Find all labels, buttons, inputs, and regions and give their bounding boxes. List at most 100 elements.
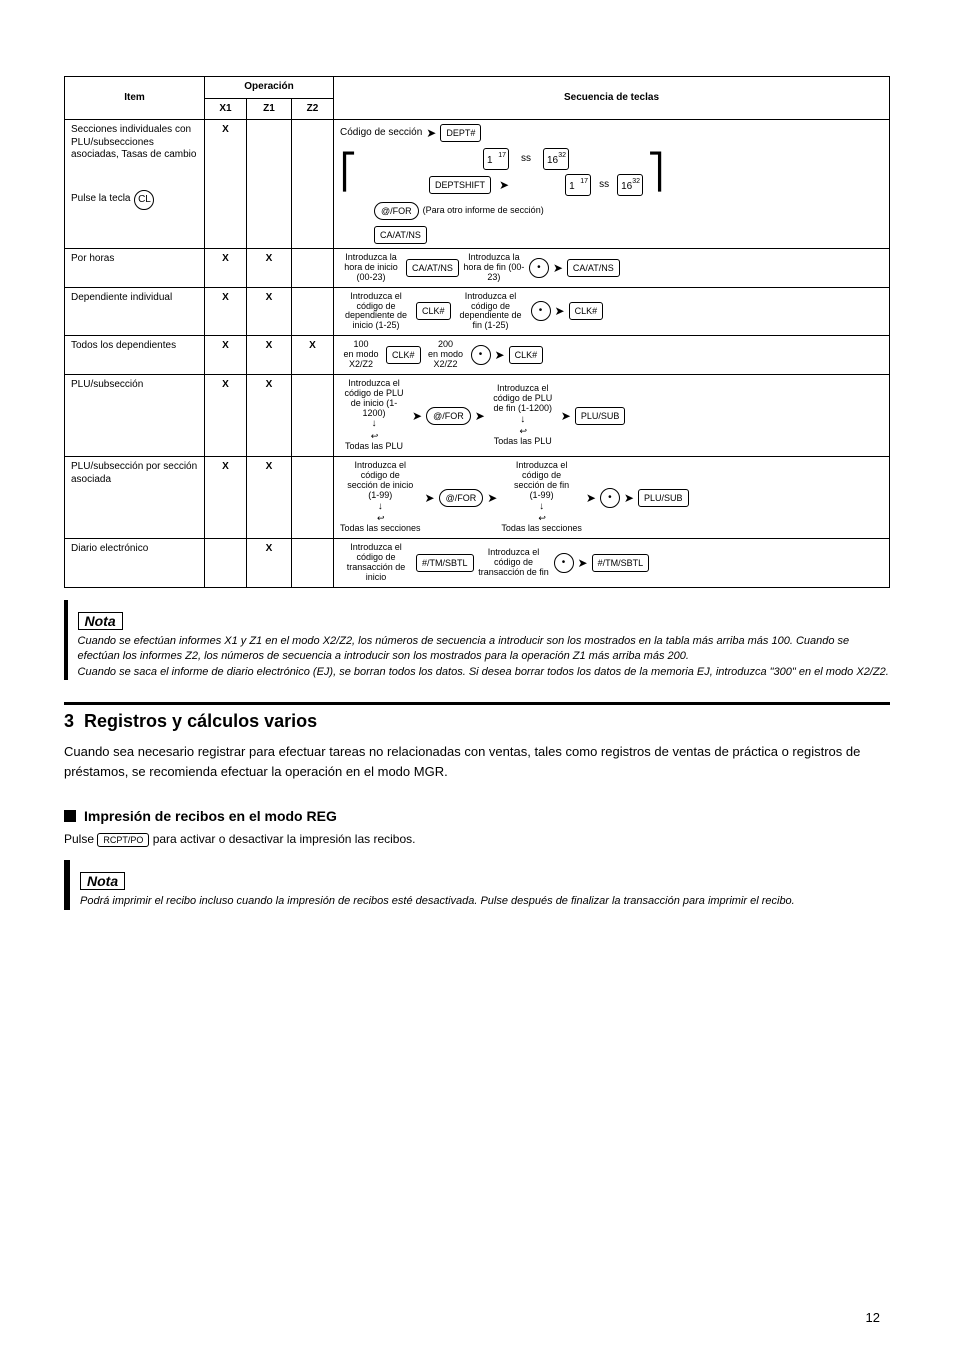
item-label: Secciones individuales con PLU/subseccio… (71, 124, 198, 162)
dept-key: DEPT# (440, 124, 481, 142)
decimal-key: • (554, 553, 574, 573)
all-label: Todas las secciones (340, 524, 421, 534)
arrow-right-icon: ➤ (495, 349, 505, 361)
section-number: 3 (64, 711, 74, 731)
key-16-32b: 1632 (617, 174, 643, 196)
th-z2: Z2 (292, 98, 334, 120)
row-clerk-ind: Dependiente individual X X Introduzca el… (65, 287, 890, 336)
row-ejournal: Diario electrónico X Introduzca el códig… (65, 539, 890, 588)
atfor-key: @/FOR (374, 202, 419, 220)
atfor-note: (Para otro informe de sección) (423, 206, 544, 216)
ss2: ss (599, 179, 609, 192)
rcpt-key: RCPT/PO (97, 833, 149, 847)
plusub-key: PLU/SUB (575, 407, 626, 425)
end-label: Introduzca el código de PLU de fin (1-12… (489, 384, 557, 414)
arrow-right-icon: ➤ (553, 262, 563, 274)
end-label: Introduzca el código de sección de fin (… (508, 461, 576, 501)
key-16-32: 1632 (543, 148, 569, 170)
row-clerk-all: Todos los dependientes X X X 100 en modo… (65, 336, 890, 375)
start-label: Introduzca el código de dependiente de i… (340, 292, 412, 332)
nota2-text: Podrá imprimir el recibo incluso cuando … (80, 894, 795, 909)
section-title-text: Registros y cálculos varios (84, 711, 317, 731)
section-rule (64, 702, 890, 705)
end-label: Introduzca el código de dependiente de f… (455, 292, 527, 332)
nota1-line2: Cuando se saca el informe de diario elec… (78, 665, 890, 680)
item-label: PLU/subsección (65, 374, 205, 456)
nota-bar-icon (64, 600, 68, 680)
plu-sub-seq: Introduzca el código de PLU de inicio (1… (340, 379, 883, 452)
ejournal-seq: Introduzca el código de transacción de i… (340, 543, 883, 583)
arrow-right-icon: ➤ (487, 492, 497, 504)
nota-label: Nota (78, 612, 123, 630)
start-label: Introduzca el código de sección de inici… (346, 461, 414, 501)
th-x1: X1 (205, 98, 247, 120)
item-label: PLU/subsección por sección asociada (65, 457, 205, 539)
dept-seq: Código de sección ➤ DEPT# ⎡ 117 ss 163 (340, 124, 883, 244)
arrow-right-icon: ➤ (586, 492, 596, 504)
row-plu-dept: PLU/subsección por sección asociada X X … (65, 457, 890, 539)
start-label: Introduzca la hora de inicio (00-23) (340, 253, 402, 283)
end-label: Introduzca la hora de fin (00-23) (463, 253, 525, 283)
plusub-key: PLU/SUB (638, 489, 689, 507)
nota-label: Nota (80, 872, 125, 890)
mode-note2: en modo X2/Z2 (428, 349, 463, 369)
mode-note: en modo X2/Z2 (343, 349, 378, 369)
all-label2: Todas las secciones (501, 524, 582, 534)
arrow-right-icon: ➤ (561, 410, 571, 422)
deptshift-key: DEPTSHIFT (429, 176, 491, 194)
arrow-right-icon: ➤ (475, 410, 485, 422)
report-table: Item Operación Secuencia de teclas X1 Z1… (64, 76, 890, 588)
caat-key2: CA/AT/NS (567, 259, 620, 277)
row-plu-sub: PLU/subsección X X Introduzca el código … (65, 374, 890, 456)
arrow-right-icon: ➤ (412, 410, 422, 422)
section-title: 3 Registros y cálculos varios (64, 711, 890, 732)
start-label: Introduzca el código de PLU de inicio (1… (340, 379, 408, 419)
tmsbtl-key2: #/TM/SBTL (592, 554, 650, 572)
start-num: 100 (353, 339, 368, 349)
row-dept-tz: Secciones individuales con PLU/subseccio… (65, 120, 890, 249)
subheading: Impresión de recibos en el modo REG (64, 808, 890, 824)
clerk-ind-seq: Introduzca el código de dependiente de i… (340, 292, 883, 332)
arrow-right-icon: ➤ (426, 127, 436, 139)
bracket-left-icon: ⎡ (340, 148, 357, 196)
tmsbtl-key: #/TM/SBTL (416, 554, 474, 572)
nota1-line1: Cuando se efectúan informes X1 y Z1 en e… (78, 634, 890, 665)
item-label: Diario electrónico (65, 539, 205, 588)
page-number: 12 (866, 1310, 880, 1325)
clk-key2: CLK# (569, 302, 604, 320)
arrow-right-icon: ➤ (425, 492, 435, 504)
key-1-17b: 117 (565, 174, 591, 196)
hourly-seq: Introduzca la hora de inicio (00-23) CA/… (340, 253, 883, 283)
sub-body: Pulse RCPT/PO para activar o desactivar … (64, 830, 890, 848)
section-lead: Cuando sea necesario registrar para efec… (64, 742, 890, 782)
arrow-right-icon: ➤ (499, 179, 509, 191)
atfor-key: @/FOR (426, 407, 471, 425)
decimal-key: • (529, 258, 549, 278)
decimal-key: • (600, 488, 620, 508)
row-hourly: Por horas X X Introduzca la hora de inic… (65, 249, 890, 288)
end-num: 200 (438, 339, 453, 349)
decimal-key: • (471, 345, 491, 365)
key-1-17: 117 (483, 148, 509, 170)
caat-key: CA/AT/NS (406, 259, 459, 277)
item-label: Dependiente individual (65, 287, 205, 336)
nota-2: Nota Podrá imprimir el recibo incluso cu… (64, 860, 890, 909)
loop-icon: ↓ (378, 501, 383, 514)
arrow-right-icon: ➤ (555, 305, 565, 317)
clk-key2: CLK# (509, 346, 544, 364)
cl-key: CL (134, 190, 154, 210)
x1: X (205, 120, 247, 249)
loop-icon: ↓ (520, 414, 525, 427)
loop-icon: ↓ (371, 418, 376, 431)
atfor-key: @/FOR (439, 489, 484, 507)
nota-bar-icon (64, 860, 70, 909)
clk-key: CLK# (386, 346, 421, 364)
end-label: Introduzca el código de transacción de f… (478, 548, 550, 578)
clk-key: CLK# (416, 302, 451, 320)
clerk-all-seq: 100 en modo X2/Z2 CLK# 200 en modo X2/Z2… (340, 340, 883, 370)
bracket-right-icon: ⎤ (647, 148, 664, 196)
loop-icon: ↓ (539, 501, 544, 514)
item-label: Por horas (65, 249, 205, 288)
start-label: Introduzca el código de transacción de i… (340, 543, 412, 583)
item-label: Todos los dependientes (65, 336, 205, 375)
